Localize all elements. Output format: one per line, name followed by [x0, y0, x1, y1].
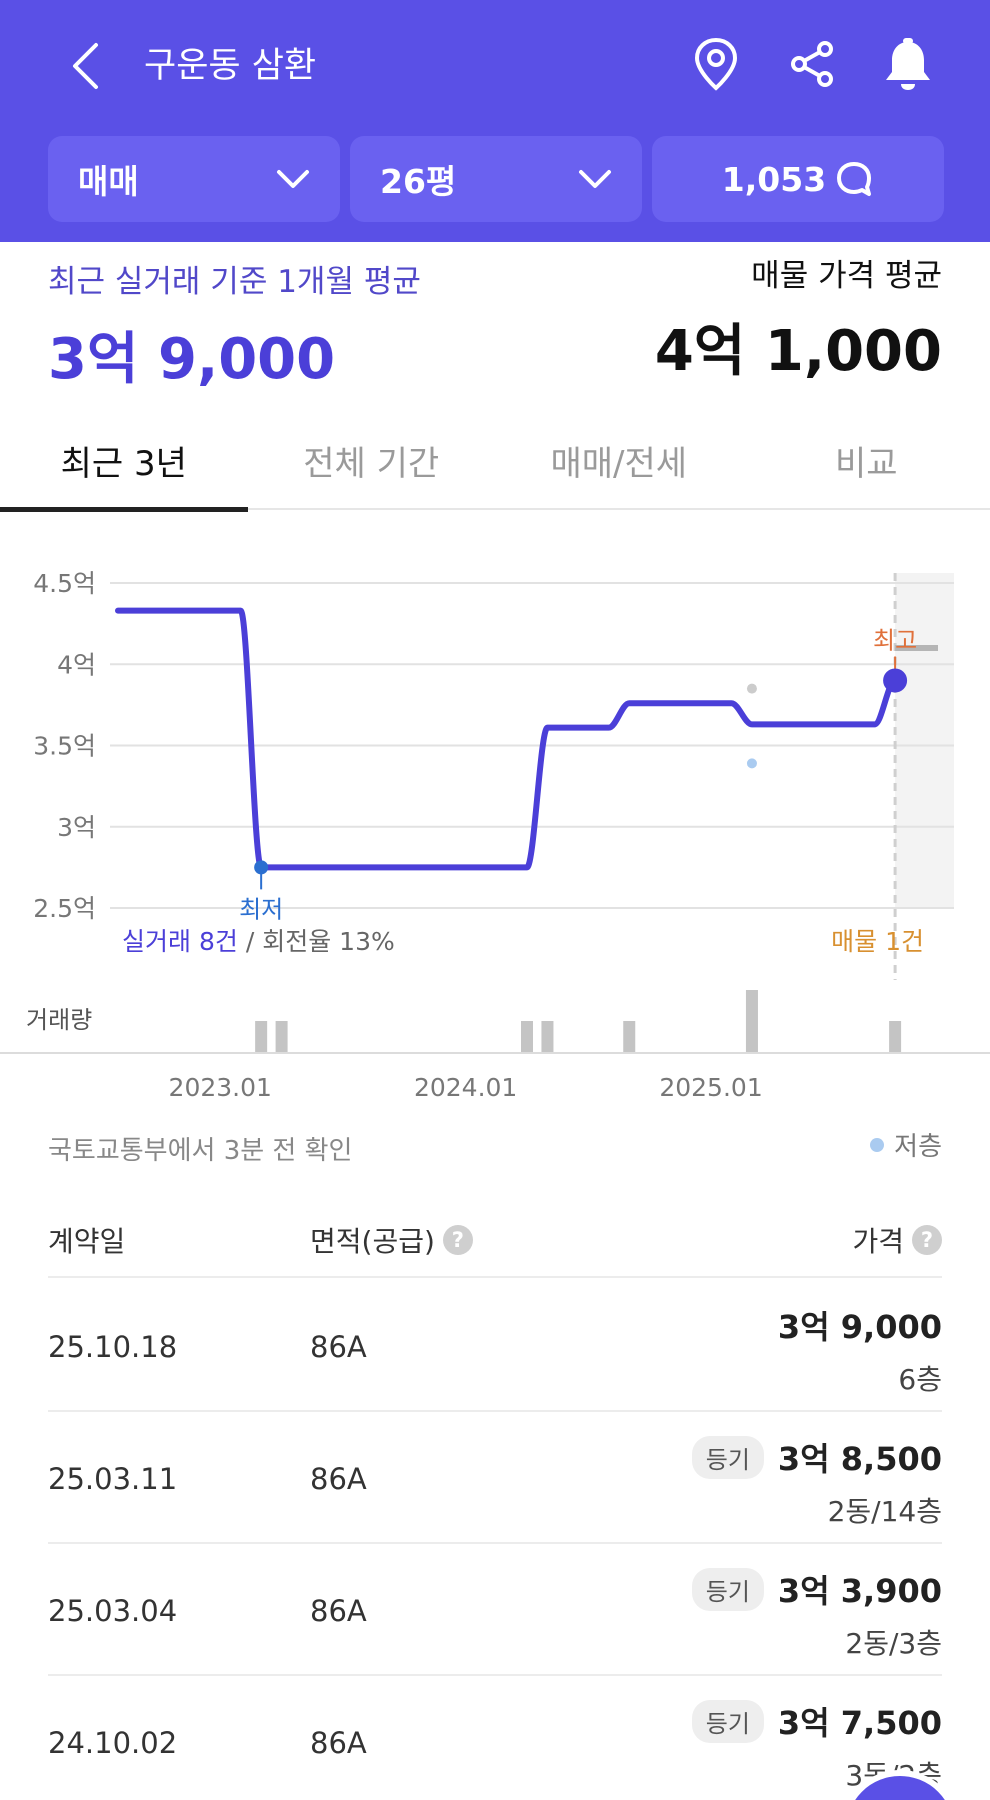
x-tick-label: 2024.01 [414, 1073, 517, 1102]
row-date: 25.03.11 [48, 1462, 178, 1496]
y-tick-label: 4.5억 [33, 569, 96, 598]
trade-stats-text: 실거래 8건 / 회전율 13% [122, 927, 395, 956]
registered-badge: 등기 [691, 1435, 764, 1479]
row-floor: 2동/14층 [827, 1495, 942, 1528]
bell-icon [886, 38, 930, 90]
share-button[interactable] [782, 34, 842, 94]
row-date: 25.10.18 [48, 1330, 178, 1364]
y-tick-label: 4억 [57, 650, 96, 679]
size-select[interactable]: 26평 [350, 136, 642, 222]
row-area: 86A [310, 1330, 367, 1364]
map-pin-button[interactable] [686, 34, 746, 94]
listing-average-value: 4억 1,000 [654, 319, 942, 384]
volume-bar [275, 1021, 288, 1052]
row-price: 3억 7,500 [777, 1704, 942, 1742]
row-price-line: 등기 3억 3,900 [691, 1566, 942, 1612]
table-row[interactable]: 25.10.18 86A 3억 9,000 6층 [48, 1280, 942, 1412]
row-price: 3억 3,900 [777, 1572, 942, 1610]
table-row[interactable]: 25.03.04 86A 등기 3억 3,900 2동/3층 [48, 1544, 942, 1676]
y-tick-label: 3.5억 [33, 732, 96, 761]
data-source-note: 국토교통부에서 3분 전 확인 [48, 1136, 353, 1166]
row-floor: 2동/3층 [845, 1627, 942, 1660]
comments-count: 1,053 [721, 159, 827, 199]
header-area-label: 면적(공급) [310, 1225, 435, 1258]
volume-bar [521, 1021, 533, 1052]
header-area: 면적(공급) ? [310, 1220, 473, 1260]
low-marker-point [254, 860, 269, 875]
row-price-line: 등기 3억 7,500 [691, 1698, 942, 1744]
app-header: 구운동 삼환 매매 26평 1,053 [0, 0, 990, 242]
volume-bar [745, 990, 758, 1052]
chat-bubble-icon [837, 162, 872, 196]
scatter-point [746, 758, 757, 769]
x-tick-label: 2023.01 [169, 1073, 272, 1102]
low-marker-label: 최저 [239, 895, 283, 923]
row-area: 86A [310, 1726, 367, 1760]
size-label: 26평 [380, 162, 457, 201]
header-price: 가격 ? [852, 1220, 942, 1260]
volume-label: 거래량 [26, 1006, 92, 1034]
volume-bar [889, 1021, 902, 1052]
row-price-line: 3억 9,000 [778, 1302, 942, 1348]
trade-type-select[interactable]: 매매 [48, 136, 340, 222]
scatter-point [746, 683, 757, 694]
y-tick-label: 3억 [57, 813, 96, 842]
row-date: 24.10.02 [48, 1726, 178, 1760]
row-price-line: 등기 3억 8,500 [691, 1434, 942, 1480]
row-area: 86A [310, 1594, 367, 1628]
row-area: 86A [310, 1462, 367, 1496]
price-help-icon[interactable]: ? [912, 1225, 942, 1255]
listing-count-label: 매물 1건 [831, 927, 924, 956]
volume-bar [623, 1021, 636, 1052]
period-tabs: 최근 3년 전체 기간 매매/전세 비교 [0, 410, 990, 512]
chevron-down-icon [277, 170, 309, 188]
map-pin-icon [694, 37, 738, 91]
comments-button[interactable]: 1,053 [652, 136, 944, 222]
tab-sale-jeonse[interactable]: 매매/전세 [550, 443, 688, 484]
volume-bar [541, 1021, 554, 1052]
area-help-icon[interactable]: ? [442, 1225, 473, 1255]
x-tick-label: 2025.01 [659, 1073, 762, 1102]
page-title: 구운동 삼환 [144, 46, 317, 86]
legend-dot-icon [870, 1137, 885, 1152]
row-price: 3억 8,500 [777, 1440, 942, 1478]
table-row[interactable]: 25.03.11 86A 등기 3억 8,500 2동/14층 [48, 1412, 942, 1544]
legend-label: 저층 [894, 1132, 942, 1162]
trade-count: 실거래 8건 [122, 927, 238, 956]
header-price-label: 가격 [852, 1225, 904, 1258]
notification-button[interactable] [878, 34, 938, 94]
recent-average-label: 최근 실거래 기준 1개월 평균 [48, 264, 421, 300]
tab-recent-3-years[interactable]: 최근 3년 [0, 410, 248, 512]
volume-bar [255, 1021, 268, 1052]
tab-all-periods[interactable]: 전체 기간 [303, 443, 440, 484]
recent-average-value: 3억 9,000 [48, 327, 336, 392]
y-tick-label: 2.5억 [33, 894, 96, 923]
row-date: 25.03.04 [48, 1594, 178, 1628]
trade-type-label: 매매 [78, 162, 139, 201]
high-marker-label: 최고 [873, 627, 917, 655]
chevron-left-icon [73, 43, 98, 89]
tab-compare[interactable]: 비교 [834, 443, 898, 484]
turnover-rate: / 회전율 13% [246, 927, 395, 956]
listing-average-label: 매물 가격 평균 [751, 258, 942, 294]
low-floor-legend: 저층 [870, 1126, 942, 1163]
row-price: 3억 9,000 [777, 1308, 942, 1346]
registered-badge: 등기 [691, 1567, 764, 1611]
chevron-down-icon [579, 170, 611, 188]
price-series-line [115, 607, 899, 871]
back-button[interactable] [62, 38, 108, 94]
listing-period-area [895, 573, 954, 908]
table-header: 계약일 면적(공급) ? 가격 ? [48, 1196, 942, 1278]
high-marker-point [883, 668, 908, 693]
header-date: 계약일 [48, 1225, 126, 1258]
registered-badge: 등기 [691, 1699, 764, 1743]
share-icon [791, 41, 833, 87]
row-floor: 6층 [898, 1363, 942, 1396]
